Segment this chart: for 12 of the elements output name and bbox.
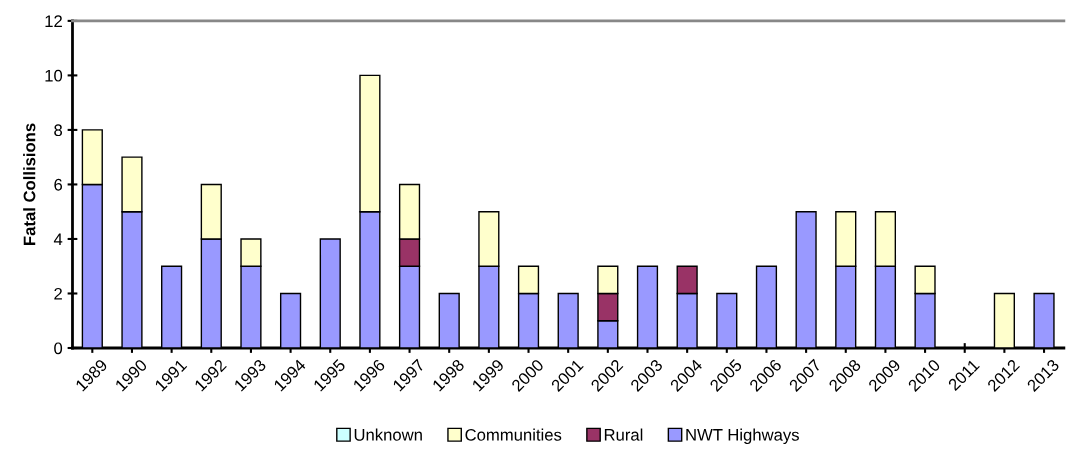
y-tick-label: 2 xyxy=(54,287,62,300)
legend-label: NWT Highways xyxy=(686,428,799,445)
y-tick-label: 0 xyxy=(54,342,63,355)
y-tick-label: 6 xyxy=(54,178,63,191)
y-tick-label: 4 xyxy=(53,233,63,245)
y-tick-label: 10 xyxy=(45,69,63,82)
legend-label: Communities xyxy=(465,428,562,441)
y-tick-label: 8 xyxy=(54,124,63,137)
y-tick-label: 12 xyxy=(45,15,62,27)
legend-label: Unknown xyxy=(354,428,422,441)
y-axis-title: Fatal Collisions xyxy=(23,123,36,245)
legend-label: Rural xyxy=(604,428,643,441)
